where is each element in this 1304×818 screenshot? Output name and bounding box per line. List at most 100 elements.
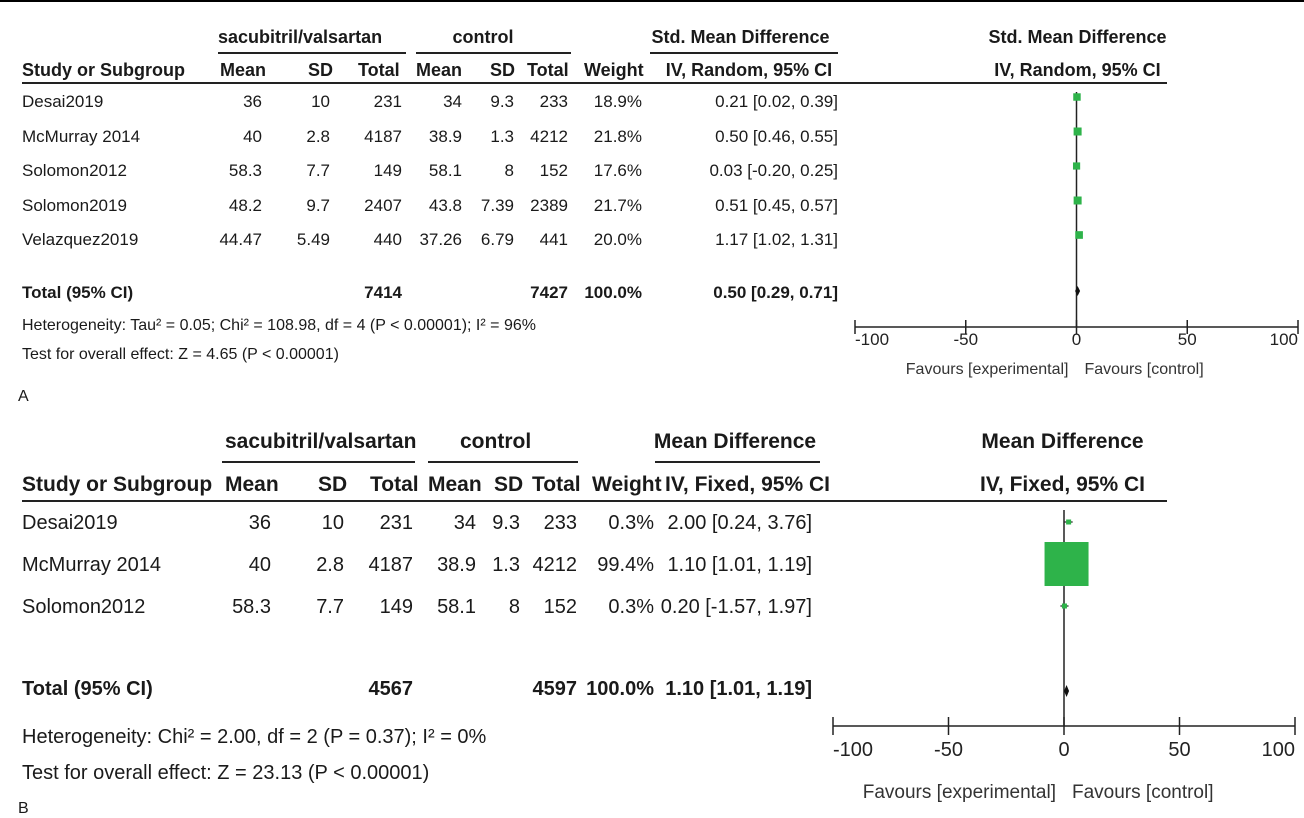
x-tick-label: 100 (1270, 330, 1298, 349)
group-underline-experimental (222, 461, 415, 463)
total-row-label: Total (95% CI) (22, 678, 153, 700)
sd-control: 1.3 (492, 554, 520, 576)
study-column-header: Study or Subgroup (22, 60, 185, 80)
effect-header-underline (650, 52, 838, 54)
effect-ci: 0.20 [-1.57, 1.97] (660, 596, 812, 618)
group-header-experimental: sacubitril/valsartan (218, 27, 383, 47)
total-row-n-control: 4597 (532, 678, 578, 700)
weight-value: 21.8% (593, 126, 642, 146)
weight-value: 21.7% (593, 195, 642, 215)
mean-experimental: 58.3 (232, 596, 271, 618)
sd-experimental: 7.7 (306, 161, 330, 180)
total-control: 233 (543, 512, 577, 534)
x-tick-label: 0 (1072, 330, 1081, 349)
sd-header-control: SD (490, 60, 516, 80)
favours-experimental-label: Favours [experimental] (906, 361, 1069, 378)
effect-column-header: Mean Difference (653, 430, 817, 453)
x-tick-label: -100 (833, 739, 873, 761)
weight-value: 99.4% (597, 554, 654, 576)
effect-ci: 1.10 [1.01, 1.19] (667, 554, 812, 576)
group-underline-control (416, 52, 571, 54)
header-underline (22, 82, 1167, 84)
total-row-n-control: 7427 (530, 283, 568, 302)
sd-header-experimental: SD (308, 60, 334, 80)
sd-control: 8 (504, 161, 514, 180)
total-experimental: 2407 (364, 195, 402, 215)
plot-header: Mean Difference (981, 430, 1144, 453)
sd-experimental: 9.7 (306, 195, 330, 215)
total-row-weight: 100.0% (584, 283, 642, 302)
sd-control: 8 (508, 596, 520, 618)
weight-value: 0.3% (608, 596, 654, 618)
mean-control: 43.8 (428, 195, 462, 215)
forest-plot-svg: -100 -50 0 50 100 Favours [experimental] Favou… (832, 510, 1296, 803)
study-name: Solomon2012 (22, 161, 127, 180)
favours-experimental-label: Favours [experimental] (863, 782, 1056, 803)
total-experimental: 440 (373, 230, 402, 249)
study-marker (1066, 519, 1072, 525)
total-header-experimental: Total (370, 473, 419, 496)
effect-column-header: Std. Mean Difference (651, 27, 830, 47)
total-row-n-experimental: 4567 (368, 678, 414, 700)
x-tick-label: 50 (1168, 739, 1190, 761)
total-row-weight: 100.0% (586, 678, 654, 700)
plot-header: Std. Mean Difference (988, 27, 1167, 47)
x-tick-label: -50 (953, 330, 978, 349)
total-row-label: Total (95% CI) (22, 283, 134, 302)
mean-experimental: 40 (248, 554, 271, 576)
x-tick-label: 0 (1058, 739, 1069, 761)
study-marker (1073, 93, 1081, 101)
effect-ci: 0.21 [0.02, 0.39] (715, 92, 838, 111)
weight-value: 17.6% (593, 161, 642, 180)
panel-a: sacubitril/valsartan control Std. Mean D… (18, 27, 1299, 405)
study-column-header: Study or Subgroup (22, 473, 213, 496)
sd-experimental: 10 (321, 512, 344, 534)
study-marker (1061, 603, 1067, 609)
group-underline-control (428, 461, 578, 463)
mean-experimental: 58.3 (228, 161, 262, 180)
top-border (0, 0, 1304, 2)
x-tick-label: -100 (855, 330, 889, 349)
sd-experimental: 2.8 (316, 554, 344, 576)
total-control: 233 (539, 92, 568, 111)
study-name: McMurray 2014 (22, 126, 141, 146)
mean-control: 58.1 (437, 596, 476, 618)
total-experimental: 4187 (364, 126, 402, 146)
group-header-control: control (460, 430, 532, 453)
sd-control: 1.3 (490, 126, 514, 146)
sd-control: 7.39 (480, 195, 514, 215)
mean-control: 37.26 (419, 230, 462, 249)
sd-control: 9.3 (492, 512, 520, 534)
mean-header-experimental: Mean (220, 60, 267, 80)
total-experimental: 149 (373, 161, 402, 180)
plot-subheader: IV, Random, 95% CI (994, 60, 1161, 80)
effect-ci: 2.00 [0.24, 3.76] (667, 512, 812, 534)
mean-header-control: Mean (416, 60, 463, 80)
sd-experimental: 5.49 (296, 230, 330, 249)
total-header-control: Total (527, 60, 569, 80)
study-marker (1044, 542, 1089, 586)
mean-control: 34 (443, 92, 462, 111)
group-underline-experimental (218, 52, 406, 54)
total-row-ci: 1.10 [1.01, 1.19] (665, 678, 812, 700)
study-marker (1075, 231, 1083, 239)
total-control: 152 (543, 596, 577, 618)
favours-control-label: Favours [control] (1085, 361, 1204, 378)
study-marker (1072, 162, 1081, 170)
study-name: Desai2019 (22, 92, 104, 111)
weight-value: 18.9% (593, 92, 642, 111)
total-control: 4212 (530, 126, 568, 146)
total-control: 2389 (530, 195, 568, 215)
mean-control: 34 (453, 512, 476, 534)
effect-column-subheader: IV, Fixed, 95% CI (665, 473, 830, 496)
total-experimental: 231 (379, 512, 413, 534)
total-experimental: 4187 (368, 554, 414, 576)
panel-letter: B (18, 800, 29, 817)
mean-experimental: 36 (248, 512, 271, 534)
study-name: McMurray 2014 (22, 554, 161, 576)
header-underline (22, 500, 1167, 502)
sd-header-experimental: SD (318, 473, 348, 496)
group-header-experimental: sacubitril/valsartan (225, 430, 417, 453)
weight-value: 20.0% (593, 230, 642, 249)
forest-plot-svg: -100 -50 0 50 100 Favours [experimental] Favou… (854, 92, 1299, 378)
